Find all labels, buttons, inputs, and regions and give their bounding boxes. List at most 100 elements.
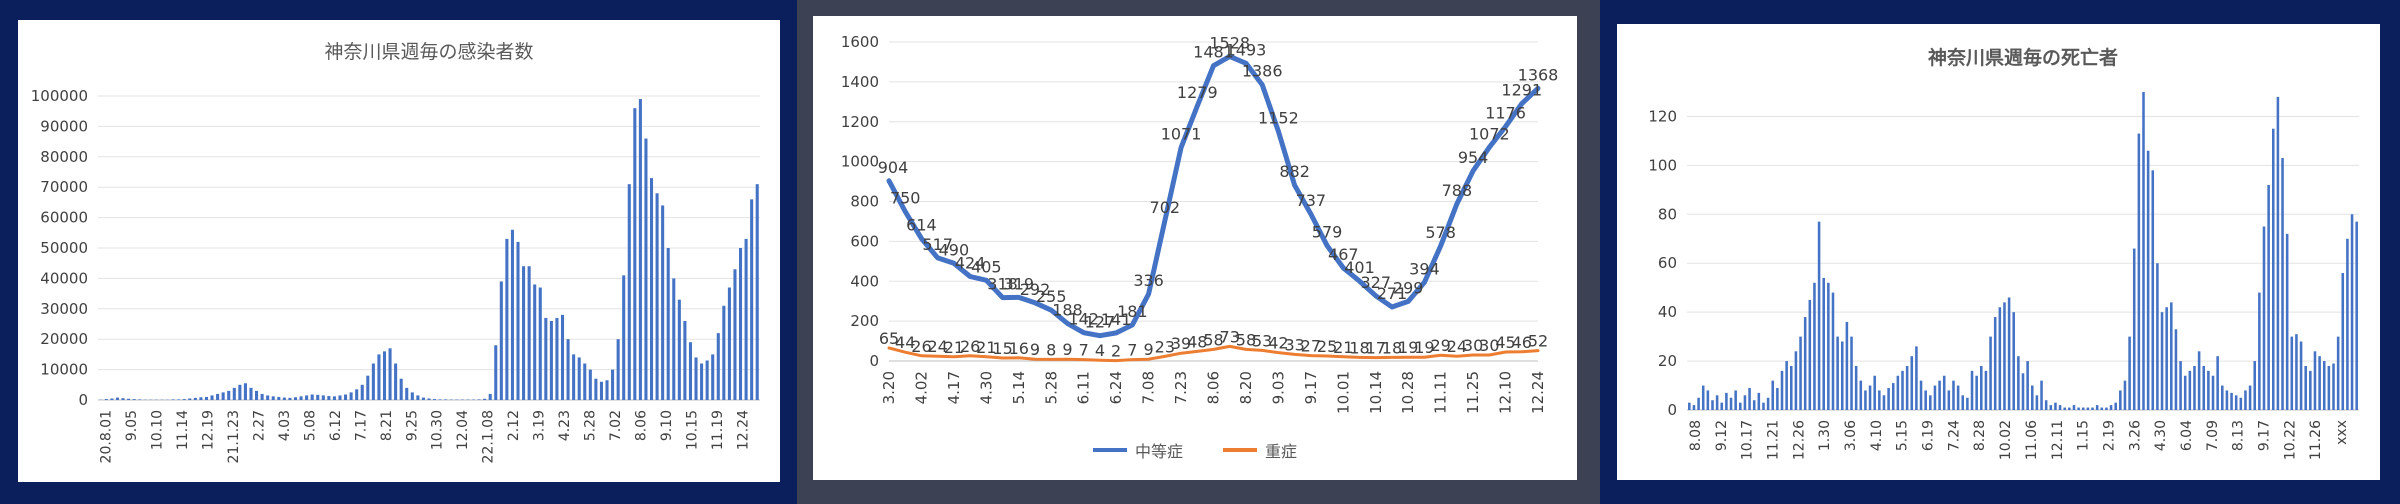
- bar: [477, 399, 481, 400]
- bar: [1822, 277, 1825, 410]
- data-label-moderate: 517: [922, 235, 953, 254]
- x-tick-label: 4.10: [1869, 420, 1885, 451]
- x-tick-label: 5.08: [302, 410, 318, 441]
- bar: [299, 396, 303, 400]
- chart-title: 神奈川県週毎の感染者数: [324, 41, 533, 63]
- bar: [1980, 365, 1983, 410]
- bar: [2179, 361, 2182, 410]
- series-line-moderate: [886, 53, 1541, 339]
- bar: [1840, 341, 1844, 410]
- data-label-severe: 53: [1252, 331, 1272, 350]
- bar: [1701, 385, 1705, 410]
- data-label-severe: 9: [1030, 340, 1040, 359]
- data-label-moderate: 1152: [1258, 108, 1299, 127]
- bar: [2072, 405, 2076, 410]
- chart-legend: 中等症 重症: [1093, 438, 1297, 462]
- x-tick-label: 7.09: [2205, 420, 2221, 451]
- bar: [2309, 370, 2312, 410]
- chart-deaths: 神奈川県週毎の死亡者 0 20 40 60 80 100 120 8.08 9.12 10.17 11…: [1648, 46, 2359, 460]
- bar: [1771, 380, 1775, 410]
- data-label-moderate: 1368: [1518, 65, 1559, 84]
- data-label-severe: 9: [1144, 340, 1154, 359]
- bar: [421, 397, 425, 400]
- bar: [2197, 351, 2201, 410]
- y-tick-label: 70000: [40, 178, 88, 196]
- bar: [2216, 356, 2219, 410]
- x-tick-label: 8.06: [633, 410, 649, 441]
- bar: [282, 397, 286, 400]
- bar: [110, 398, 114, 400]
- x-tick-label: 10.30: [430, 410, 446, 450]
- y-tick-label: 800: [850, 193, 879, 211]
- data-label-severe: 16: [1009, 339, 1029, 358]
- x-tick-label: 10.02: [1998, 420, 2014, 460]
- x-tick-label: 10.14: [1367, 371, 1385, 414]
- y-tick-label: 100: [1648, 156, 1677, 174]
- bar: [694, 357, 698, 400]
- bar: [2081, 407, 2085, 410]
- bar: [2267, 184, 2270, 410]
- data-label-severe: 73: [1220, 327, 1240, 346]
- bar: [249, 387, 253, 400]
- bar: [1984, 370, 1988, 410]
- bar: [549, 320, 553, 400]
- legend-label-severe: 重症: [1265, 442, 1298, 461]
- x-tick-label: 7.17: [353, 410, 369, 441]
- x-tick-label: 4.03: [277, 410, 293, 441]
- bar: [494, 345, 498, 400]
- data-label-moderate: 141: [1101, 310, 1132, 329]
- data-label-severe: 45: [1495, 333, 1515, 352]
- bar: [1891, 383, 1895, 410]
- y-tick-label: 40000: [40, 269, 88, 287]
- x-tick-label: 9.17: [1302, 371, 1320, 404]
- y-tick-label: 120: [1648, 107, 1677, 125]
- bar: [2091, 407, 2094, 410]
- bar: [1887, 387, 1890, 410]
- bar: [577, 357, 581, 400]
- bar: [1961, 395, 1965, 410]
- bar: [2183, 375, 2187, 410]
- bar: [488, 393, 492, 400]
- bar: [2211, 375, 2215, 410]
- legend-label-moderate: 中等症: [1135, 442, 1184, 461]
- data-label-moderate: 579: [1312, 223, 1343, 242]
- bar: [2044, 400, 2048, 410]
- bar: [332, 396, 336, 400]
- bar: [1785, 361, 1788, 410]
- data-label-severe: 30: [1463, 336, 1483, 355]
- data-label-moderate: 788: [1442, 181, 1473, 200]
- bar: [700, 363, 704, 400]
- data-label-severe: 15: [992, 339, 1012, 358]
- bar: [599, 381, 603, 400]
- bar: [177, 399, 181, 400]
- bar: [344, 394, 348, 400]
- bar: [750, 199, 754, 400]
- x-tick-label: xxx: [2334, 420, 2350, 445]
- x-tick-label: 12.26: [1791, 420, 1807, 460]
- bar: [1817, 221, 1821, 410]
- bar: [277, 396, 281, 400]
- x-tick-label: 3.19: [532, 410, 548, 441]
- data-label-moderate: 1176: [1485, 104, 1526, 123]
- data-label-moderate: 327: [1360, 273, 1391, 292]
- data-label-severe: 18: [1382, 338, 1402, 357]
- bar: [1692, 405, 1696, 410]
- bar: [655, 193, 659, 400]
- bar: [1942, 375, 1946, 410]
- chart-panel-deaths: 神奈川県週毎の死亡者 0 20 40 60 80 100 120 8.08 9.12 10.17 11…: [1617, 24, 2380, 480]
- x-tick-label: 22.1.08: [481, 410, 497, 463]
- bar: [1725, 392, 1728, 410]
- bar: [2021, 373, 2025, 410]
- bar: [661, 205, 665, 400]
- bar: [1854, 365, 1858, 410]
- y-tick-label: 1000: [841, 153, 879, 171]
- chart-panel-hospitalized: 0 200 400 600 800 1000 1200 1400 1600 3.20 4.02 4.1…: [813, 16, 1577, 480]
- data-label-severe: 52: [1528, 332, 1548, 351]
- x-tick-label: 1.30: [1817, 420, 1833, 451]
- bar: [1864, 390, 1867, 410]
- bar: [705, 360, 709, 400]
- bar: [1998, 307, 2002, 410]
- data-label-moderate: 181: [1117, 302, 1148, 321]
- bar: [1757, 392, 1761, 410]
- bar: [1938, 380, 1941, 410]
